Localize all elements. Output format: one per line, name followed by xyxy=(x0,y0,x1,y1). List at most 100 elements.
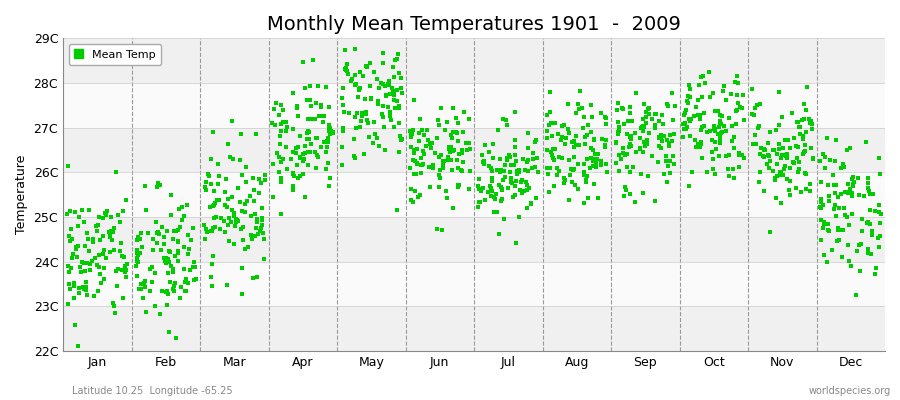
Point xyxy=(415,162,429,168)
Point xyxy=(751,125,765,131)
Point xyxy=(206,224,220,231)
Point xyxy=(116,295,130,302)
Point xyxy=(820,258,834,265)
Point xyxy=(776,172,790,178)
Point xyxy=(647,110,662,117)
Point xyxy=(360,116,374,123)
Point xyxy=(320,134,335,141)
Point xyxy=(69,246,84,252)
Point xyxy=(364,94,378,101)
Point xyxy=(168,228,183,234)
Point xyxy=(652,135,667,141)
Point xyxy=(306,57,320,63)
Point xyxy=(210,196,224,203)
Point xyxy=(302,82,317,89)
Point xyxy=(370,75,384,82)
Point xyxy=(368,131,382,137)
Point xyxy=(181,280,195,286)
Point xyxy=(412,138,427,144)
Point xyxy=(347,82,362,88)
Point xyxy=(171,238,185,244)
Point xyxy=(61,301,76,308)
Point xyxy=(562,197,577,204)
Point xyxy=(106,300,121,306)
Point xyxy=(96,215,111,222)
Point xyxy=(749,141,763,148)
Point xyxy=(204,283,219,290)
Point xyxy=(681,115,696,122)
Point xyxy=(119,197,133,203)
Point xyxy=(238,178,253,185)
Point xyxy=(471,182,485,189)
Point xyxy=(67,283,81,290)
Point xyxy=(539,112,554,118)
Point xyxy=(171,258,185,264)
Point xyxy=(442,146,456,152)
Point xyxy=(186,259,201,266)
Point xyxy=(866,191,880,197)
Point xyxy=(159,228,174,234)
Point xyxy=(70,343,85,350)
Point xyxy=(771,122,786,128)
Point xyxy=(477,158,491,164)
Point xyxy=(130,246,144,253)
Point xyxy=(806,156,820,162)
Point xyxy=(449,114,464,121)
Point xyxy=(598,121,613,127)
Point xyxy=(376,50,391,56)
Point xyxy=(93,271,107,277)
Point xyxy=(715,112,729,119)
Point xyxy=(475,152,490,158)
Point xyxy=(492,231,507,238)
Point xyxy=(775,114,789,120)
Point xyxy=(798,107,813,114)
Point xyxy=(487,194,501,200)
Point xyxy=(578,134,592,140)
Point xyxy=(571,161,585,168)
Point xyxy=(520,130,535,137)
Point xyxy=(444,144,458,150)
Point xyxy=(561,101,575,107)
Point xyxy=(779,155,794,161)
Point xyxy=(635,123,650,130)
Point xyxy=(548,120,562,126)
Point xyxy=(61,281,76,287)
Point xyxy=(712,124,726,130)
Point xyxy=(462,140,476,146)
Point xyxy=(326,130,340,136)
Point xyxy=(565,178,580,185)
Point xyxy=(387,124,401,130)
Point xyxy=(162,248,176,254)
Point xyxy=(220,141,235,148)
Point xyxy=(416,148,430,154)
Point xyxy=(71,285,86,291)
Point xyxy=(130,273,145,279)
Point xyxy=(616,149,630,156)
Point xyxy=(590,194,605,201)
Point xyxy=(174,283,188,290)
Point xyxy=(227,210,241,216)
Point xyxy=(249,219,264,226)
Point xyxy=(516,156,530,162)
Point xyxy=(589,160,603,167)
Point xyxy=(90,262,104,268)
Point xyxy=(635,149,650,155)
Point xyxy=(402,128,417,134)
Point xyxy=(806,155,820,161)
Point xyxy=(798,141,813,148)
Point xyxy=(799,186,814,192)
Bar xyxy=(63,38,885,83)
Point xyxy=(102,228,116,235)
Point xyxy=(557,179,572,186)
Point xyxy=(418,142,433,149)
Point xyxy=(696,155,710,161)
Point xyxy=(702,68,716,75)
Point xyxy=(392,120,406,126)
Point xyxy=(235,291,249,297)
Point xyxy=(578,141,592,148)
Point xyxy=(508,240,523,246)
Point xyxy=(375,114,390,120)
Point xyxy=(821,182,835,188)
Point xyxy=(731,80,745,86)
Point xyxy=(286,171,301,177)
